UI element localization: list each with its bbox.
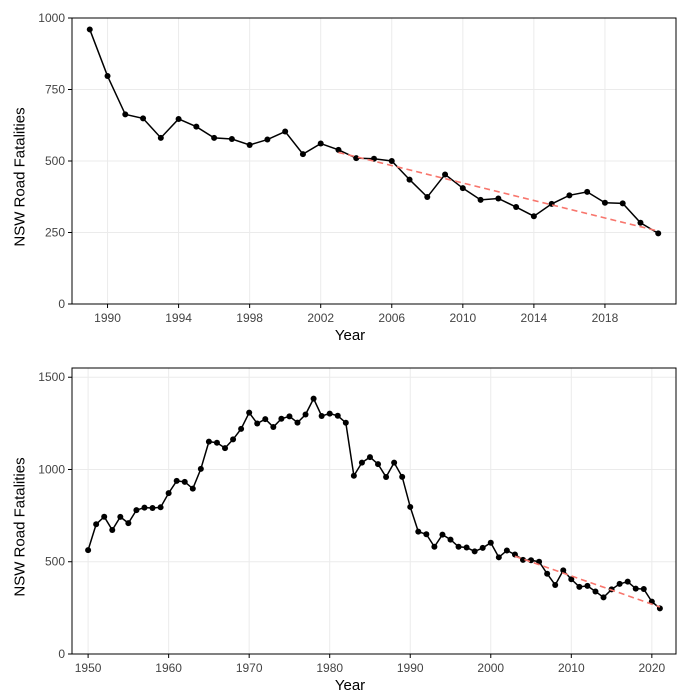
svg-text:500: 500 bbox=[45, 555, 65, 569]
chart-page: 1990 1994 1998 2002 2006 2010 2014 2018 0 250 500 7… bbox=[0, 0, 700, 700]
svg-text:250: 250 bbox=[45, 226, 65, 240]
svg-text:2010: 2010 bbox=[558, 661, 585, 675]
svg-text:0: 0 bbox=[58, 647, 65, 661]
svg-text:2018: 2018 bbox=[592, 311, 619, 325]
bottom-plot-svg: 1950 1960 1970 1980 1990 2000 2010 2020 0 500 1000… bbox=[14, 358, 686, 696]
svg-text:1000: 1000 bbox=[38, 462, 65, 476]
svg-text:1000: 1000 bbox=[38, 11, 65, 25]
top-plot-svg: 1990 1994 1998 2002 2006 2010 2014 2018 0 250 500 7… bbox=[14, 8, 686, 346]
bottom-x-axis-label: Year bbox=[335, 677, 365, 694]
svg-text:1960: 1960 bbox=[155, 661, 182, 675]
svg-text:2006: 2006 bbox=[378, 311, 405, 325]
svg-text:1950: 1950 bbox=[75, 661, 102, 675]
svg-text:1500: 1500 bbox=[38, 370, 65, 384]
top-x-axis-label: Year bbox=[335, 327, 365, 344]
svg-text:1970: 1970 bbox=[236, 661, 263, 675]
top-y-axis-label: NSW Road Fatalities bbox=[12, 107, 29, 246]
svg-text:500: 500 bbox=[45, 154, 65, 168]
svg-text:750: 750 bbox=[45, 83, 65, 97]
top-plot-wrap: 1990 1994 1998 2002 2006 2010 2014 2018 0 250 500 7… bbox=[14, 8, 686, 346]
svg-text:2002: 2002 bbox=[307, 311, 334, 325]
top-panel: 1990 1994 1998 2002 2006 2010 2014 2018 0 250 500 7… bbox=[0, 0, 700, 350]
svg-text:2020: 2020 bbox=[638, 661, 665, 675]
svg-text:1998: 1998 bbox=[236, 311, 263, 325]
svg-text:1990: 1990 bbox=[397, 661, 424, 675]
svg-text:1994: 1994 bbox=[165, 311, 192, 325]
bottom-plot-wrap: 1950 1960 1970 1980 1990 2000 2010 2020 0 500 1000… bbox=[14, 358, 686, 696]
svg-text:2010: 2010 bbox=[449, 311, 476, 325]
svg-text:0: 0 bbox=[58, 297, 65, 311]
bottom-y-axis-label: NSW Road Fatalities bbox=[12, 457, 29, 596]
svg-text:1980: 1980 bbox=[316, 661, 343, 675]
svg-text:2014: 2014 bbox=[521, 311, 548, 325]
svg-text:1990: 1990 bbox=[94, 311, 121, 325]
svg-text:2000: 2000 bbox=[477, 661, 504, 675]
bottom-panel: 1950 1960 1970 1980 1990 2000 2010 2020 0 500 1000… bbox=[0, 350, 700, 700]
